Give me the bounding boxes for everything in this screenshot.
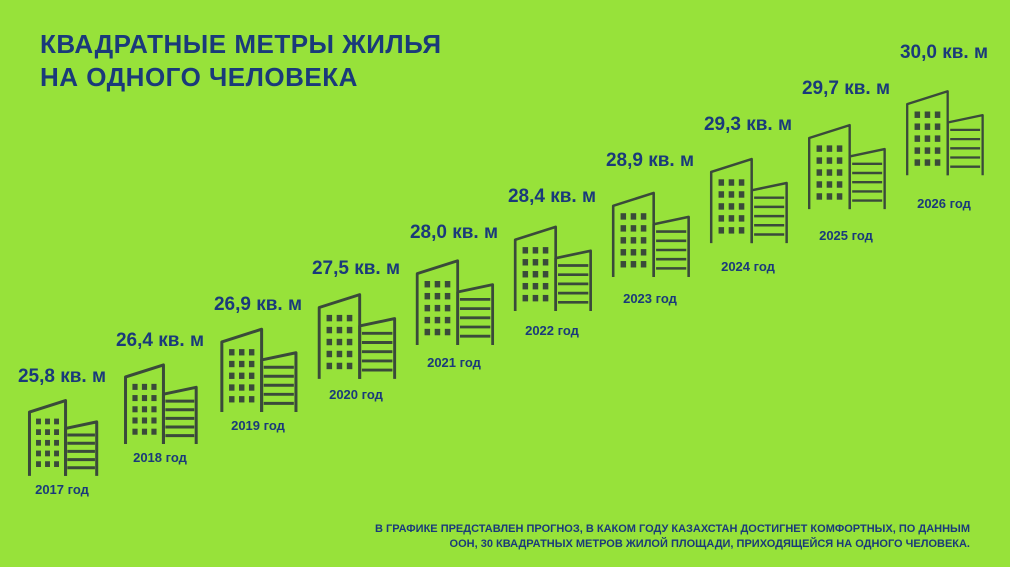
data-point: 28,0 кв. м 2021 год <box>408 222 500 370</box>
data-point: 27,5 кв. м 2020 год <box>310 258 402 402</box>
data-point: 26,4 кв. м 2018 год <box>114 330 206 465</box>
building-icon <box>114 358 206 444</box>
value-label: 26,9 кв. м <box>212 294 304 316</box>
value-label: 28,0 кв. м <box>408 222 500 244</box>
data-point: 25,8 кв. м 2017 год <box>16 366 108 497</box>
building-icon <box>702 142 794 253</box>
year-label: 2018 год <box>114 450 206 465</box>
chart-title: КВАДРАТНЫЕ МЕТРЫ ЖИЛЬЯ НА ОДНОГО ЧЕЛОВЕК… <box>40 28 442 93</box>
value-label: 30,0 кв. м <box>898 42 990 64</box>
building-icon-wrap <box>702 142 794 253</box>
data-point: 30,0 кв. м 2026 год <box>898 42 990 211</box>
building-icon <box>898 70 990 190</box>
year-label: 2024 год <box>702 259 794 274</box>
title-line-1: КВАДРАТНЫЕ МЕТРЫ ЖИЛЬЯ <box>40 28 442 61</box>
year-label: 2025 год <box>800 228 892 243</box>
building-icon-wrap <box>408 250 500 349</box>
building-icon-wrap <box>114 358 206 444</box>
value-label: 25,8 кв. м <box>16 366 108 388</box>
building-icon-wrap <box>16 394 108 476</box>
data-point: 29,3 кв. м 2024 год <box>702 114 794 274</box>
building-icon-wrap <box>506 214 598 317</box>
building-icon <box>800 106 892 222</box>
title-line-2: НА ОДНОГО ЧЕЛОВЕКА <box>40 61 442 94</box>
footnote-text: В ГРАФИКЕ ПРЕДСТАВЛЕН ПРОГНОЗ, В КАКОМ Г… <box>375 522 970 551</box>
year-label: 2026 год <box>898 196 990 211</box>
year-label: 2019 год <box>212 418 304 433</box>
value-label: 28,9 кв. м <box>604 150 696 172</box>
data-point: 29,7 кв. м 2025 год <box>800 78 892 243</box>
building-icon-wrap <box>310 286 402 381</box>
building-icon <box>212 322 304 412</box>
value-label: 29,3 кв. м <box>702 114 794 136</box>
value-label: 29,7 кв. м <box>800 78 892 100</box>
value-label: 28,4 кв. м <box>506 186 598 208</box>
building-icon <box>506 214 598 317</box>
building-icon-wrap <box>604 178 696 285</box>
building-icon <box>310 286 402 381</box>
building-icon-wrap <box>800 106 892 222</box>
building-icon-wrap <box>212 322 304 412</box>
infographic-canvas: КВАДРАТНЫЕ МЕТРЫ ЖИЛЬЯ НА ОДНОГО ЧЕЛОВЕК… <box>0 0 1010 567</box>
data-point: 26,9 кв. м 2019 год <box>212 294 304 433</box>
data-point: 28,9 кв. м 2023 год <box>604 150 696 306</box>
building-icon-wrap <box>898 70 990 190</box>
year-label: 2020 год <box>310 387 402 402</box>
value-label: 26,4 кв. м <box>114 330 206 352</box>
building-icon <box>408 250 500 349</box>
building-icon <box>18 394 107 476</box>
data-point: 28,4 кв. м 2022 год <box>506 186 598 338</box>
building-icon <box>604 178 696 285</box>
year-label: 2021 год <box>408 355 500 370</box>
value-label: 27,5 кв. м <box>310 258 402 280</box>
year-label: 2017 год <box>16 482 108 497</box>
year-label: 2023 год <box>604 291 696 306</box>
year-label: 2022 год <box>506 323 598 338</box>
